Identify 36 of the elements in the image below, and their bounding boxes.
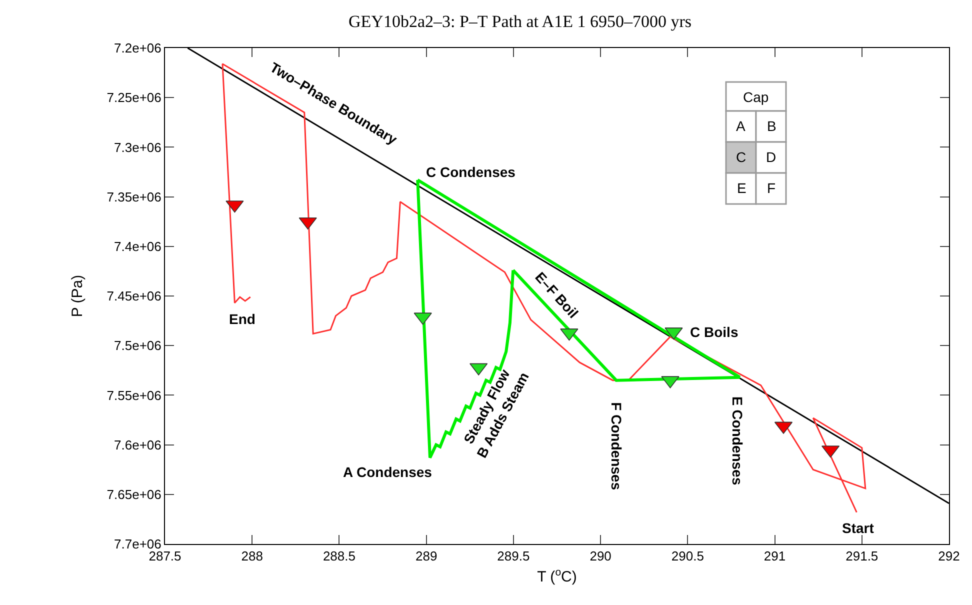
x-tick-label: 290	[590, 548, 612, 564]
y-axis-title: P (Pa)	[69, 274, 86, 318]
annotation: C	[736, 149, 746, 165]
y-tick-label: 7.65e+06	[106, 486, 162, 502]
chart-title: GEY10b2a2–3: P–T Path at A1E 1 6950–7000 yrs	[348, 12, 692, 32]
y-tick-label: 7.45e+06	[106, 288, 162, 304]
y-tick-label: 7.4e+06	[114, 238, 162, 254]
annotation: D	[766, 149, 776, 165]
x-tick-label: 288	[241, 548, 263, 564]
annotation: B	[767, 118, 776, 134]
x-tick-label: 288.5	[322, 548, 356, 564]
annotation: A	[736, 118, 746, 134]
y-tick-label: 7.35e+06	[106, 189, 162, 204]
annotation: C Boils	[690, 324, 738, 340]
annotation: F	[767, 180, 776, 196]
annotation: A Condenses	[343, 464, 432, 480]
annotation: C Condenses	[426, 164, 516, 180]
annotation: F Condenses	[608, 402, 625, 490]
annotation: Start	[842, 520, 874, 536]
x-tick-label: 291.5	[846, 548, 878, 564]
y-tick-label: 7.6e+06	[114, 437, 162, 452]
annotation: E	[737, 180, 746, 196]
y-tick-label: 7.25e+06	[106, 90, 162, 106]
x-tick-label: 289.5	[497, 548, 530, 564]
annotation: Cap	[743, 89, 769, 105]
y-tick-label: 7.2e+06	[114, 40, 162, 56]
y-tick-label: 7.55e+06	[106, 388, 162, 403]
x-tick-label: 289	[415, 548, 438, 564]
x-tick-label: 292	[938, 548, 960, 564]
y-tick-label: 7.5e+06	[114, 338, 162, 354]
annotation: E Condenses	[729, 396, 746, 486]
annotation: End	[229, 311, 256, 327]
x-tick-label: 291	[764, 548, 786, 564]
x-tick-label: 290.5	[671, 548, 704, 564]
x-axis-title: T ($^{o}$C)	[537, 566, 577, 586]
y-tick-label: 7.3e+06	[114, 140, 162, 155]
